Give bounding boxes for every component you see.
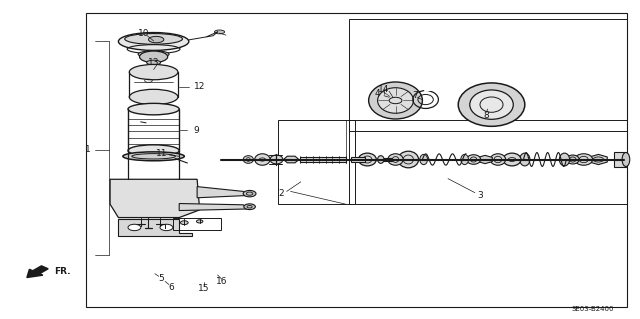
Ellipse shape: [378, 88, 413, 113]
Polygon shape: [118, 219, 192, 236]
Ellipse shape: [147, 60, 161, 65]
Text: 6: 6: [169, 283, 174, 292]
Ellipse shape: [118, 33, 189, 50]
Ellipse shape: [128, 145, 179, 156]
Bar: [278, 120, 355, 204]
Polygon shape: [197, 187, 246, 198]
Ellipse shape: [129, 64, 178, 80]
Polygon shape: [478, 155, 492, 164]
Polygon shape: [589, 154, 607, 165]
Ellipse shape: [622, 152, 630, 167]
Bar: [614, 152, 626, 167]
Ellipse shape: [138, 51, 169, 58]
Ellipse shape: [490, 154, 506, 165]
Ellipse shape: [458, 83, 525, 126]
Bar: [300, 157, 346, 162]
Circle shape: [180, 221, 188, 225]
Text: SE03-B2400: SE03-B2400: [572, 306, 614, 312]
Ellipse shape: [214, 30, 225, 34]
Text: 9: 9: [193, 126, 198, 135]
Ellipse shape: [575, 154, 593, 165]
Ellipse shape: [128, 103, 179, 115]
Text: 12: 12: [194, 82, 205, 91]
Ellipse shape: [520, 153, 530, 166]
Ellipse shape: [123, 152, 184, 161]
Polygon shape: [110, 179, 200, 218]
Ellipse shape: [420, 154, 428, 165]
Ellipse shape: [270, 155, 283, 164]
Ellipse shape: [140, 51, 168, 63]
Text: FR.: FR.: [54, 267, 71, 276]
Ellipse shape: [461, 154, 468, 165]
Polygon shape: [284, 156, 299, 163]
Text: 10: 10: [138, 29, 150, 38]
Text: 11: 11: [156, 149, 167, 158]
Ellipse shape: [378, 156, 384, 163]
FancyArrow shape: [27, 266, 48, 278]
Ellipse shape: [125, 33, 182, 44]
Text: 2: 2: [279, 189, 284, 198]
Ellipse shape: [398, 151, 419, 168]
Ellipse shape: [148, 36, 164, 43]
Bar: [86, 13, 627, 307]
Text: 15: 15: [198, 284, 209, 293]
Ellipse shape: [559, 153, 570, 166]
Circle shape: [196, 220, 203, 223]
Ellipse shape: [161, 194, 197, 205]
Circle shape: [243, 190, 256, 197]
Ellipse shape: [358, 153, 376, 166]
Circle shape: [244, 204, 255, 210]
Text: 14: 14: [378, 85, 390, 94]
Bar: [351, 157, 365, 162]
Bar: [173, 218, 221, 230]
Text: 4: 4: [375, 89, 380, 98]
Text: 13: 13: [148, 58, 159, 67]
Text: 5: 5: [159, 274, 164, 283]
Ellipse shape: [388, 154, 403, 165]
Ellipse shape: [470, 90, 513, 119]
Text: 16: 16: [216, 277, 227, 286]
Ellipse shape: [467, 155, 481, 164]
Text: 8: 8: [484, 111, 489, 120]
Text: 3: 3: [477, 191, 483, 200]
Ellipse shape: [503, 153, 521, 166]
Circle shape: [128, 224, 141, 231]
Text: 7: 7: [412, 91, 417, 100]
Ellipse shape: [255, 154, 270, 165]
Bar: [349, 120, 627, 204]
Polygon shape: [179, 204, 248, 211]
Text: 1: 1: [86, 145, 91, 154]
Circle shape: [160, 224, 173, 231]
Ellipse shape: [129, 89, 178, 105]
Ellipse shape: [369, 82, 422, 119]
Ellipse shape: [116, 195, 155, 207]
Bar: [381, 158, 392, 161]
Ellipse shape: [566, 155, 579, 164]
Bar: [349, 19, 627, 131]
Ellipse shape: [243, 156, 253, 163]
